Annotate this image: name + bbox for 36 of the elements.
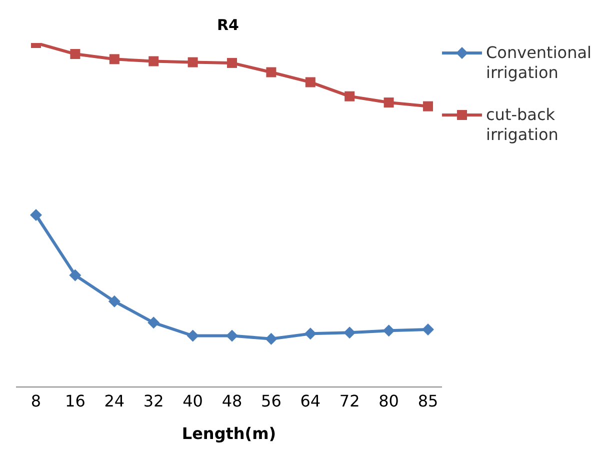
x-tick-label: 24 (104, 391, 125, 410)
point (70, 49, 80, 60)
x-tick-label: 80 (378, 391, 399, 410)
point (344, 91, 355, 102)
point (108, 295, 120, 308)
point (186, 330, 199, 342)
point (148, 56, 159, 66)
point (188, 57, 198, 68)
point (109, 54, 120, 64)
point (423, 101, 433, 112)
point (226, 330, 238, 342)
x-axis-title: Length(m) (182, 424, 276, 443)
point (227, 58, 237, 68)
point (265, 332, 278, 345)
point (30, 209, 42, 221)
x-tick-label: 48 (222, 391, 242, 410)
point (69, 269, 82, 282)
point (304, 328, 316, 340)
x-tick-label: 56 (261, 391, 282, 410)
x-tick-label: 72 (339, 391, 360, 410)
legend-label: Conventional irrigation (486, 43, 592, 83)
x-tick-label: 64 (300, 391, 321, 410)
point (422, 324, 434, 336)
legend-label: cut-back irrigation (486, 105, 560, 145)
point (305, 77, 316, 88)
point (148, 316, 160, 329)
x-tick-label: 40 (182, 391, 203, 410)
point (344, 326, 356, 339)
point (384, 98, 394, 108)
chart-title: R4 (216, 16, 240, 34)
x-tick-label: 8 (30, 391, 42, 410)
x-tick-label: 32 (143, 391, 164, 410)
x-tick-label: 85 (418, 391, 438, 410)
point (266, 67, 276, 78)
x-tick-label: 16 (65, 391, 86, 410)
point (382, 324, 395, 337)
